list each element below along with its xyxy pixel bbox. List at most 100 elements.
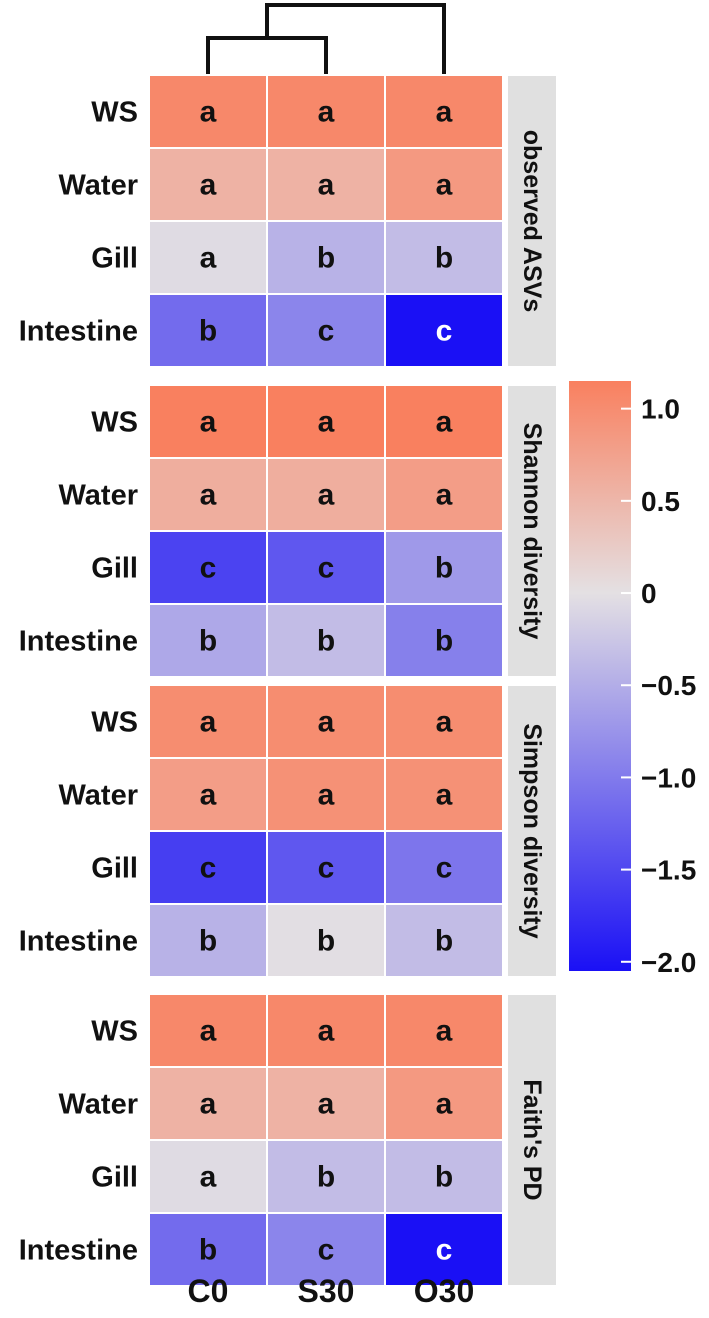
heatmap-cell bbox=[150, 459, 266, 530]
heatmap-cell bbox=[268, 222, 384, 293]
heatmap-cell bbox=[386, 532, 502, 603]
significance-letter: a bbox=[318, 1088, 335, 1121]
significance-letter: a bbox=[436, 1088, 453, 1121]
heatmap-cell bbox=[386, 76, 502, 147]
significance-letter: a bbox=[200, 242, 217, 275]
heatmap-cell bbox=[386, 222, 502, 293]
significance-letter: b bbox=[317, 625, 335, 658]
significance-letter: c bbox=[200, 852, 217, 885]
significance-letter: a bbox=[318, 779, 335, 812]
significance-letter: a bbox=[200, 1088, 217, 1121]
heatmap-cell bbox=[150, 1214, 266, 1285]
significance-letter: a bbox=[318, 96, 335, 129]
heatmap-cell bbox=[386, 386, 502, 457]
panel-3: WS Water Gill Intestine a a a a a a c c c b b b Simpson … bbox=[19, 686, 556, 976]
heatmap-cell bbox=[268, 832, 384, 903]
significance-letter: a bbox=[200, 706, 217, 739]
panel-strip bbox=[508, 386, 556, 676]
heatmap-cell bbox=[150, 1068, 266, 1139]
row-label: Gill bbox=[91, 1162, 138, 1194]
significance-letter: a bbox=[200, 169, 217, 202]
significance-letter: a bbox=[318, 706, 335, 739]
significance-letter: a bbox=[318, 1015, 335, 1048]
heatmap-cell bbox=[268, 605, 384, 676]
significance-letter: a bbox=[200, 96, 217, 129]
significance-letter: a bbox=[200, 779, 217, 812]
colorbar: 1.0 0.5 0 −0.5 −1.0 −1.5 −2.0 bbox=[569, 381, 696, 978]
heatmap-cell bbox=[268, 386, 384, 457]
dendrogram-branch bbox=[206, 36, 328, 74]
row-label: Gill bbox=[91, 243, 138, 275]
heatmap-cell bbox=[386, 759, 502, 830]
significance-letter: b bbox=[435, 242, 453, 275]
heatmap-cell bbox=[386, 1214, 502, 1285]
heatmap-cell bbox=[386, 149, 502, 220]
significance-letter: a bbox=[200, 406, 217, 439]
panel-title: Shannon diversity bbox=[518, 423, 546, 640]
significance-letter: b bbox=[317, 925, 335, 958]
significance-letter: c bbox=[318, 852, 335, 885]
significance-letter: a bbox=[200, 1015, 217, 1048]
significance-letter: a bbox=[436, 706, 453, 739]
panel-4: WS Water Gill Intestine a a a a a a a b b b c c Faith's … bbox=[19, 995, 556, 1285]
heatmap-cell bbox=[150, 76, 266, 147]
colorbar-tick-label: −2.0 bbox=[641, 947, 696, 978]
panel-strip bbox=[508, 686, 556, 976]
heatmap-cell bbox=[268, 759, 384, 830]
heatmap-cell bbox=[386, 605, 502, 676]
significance-letter: a bbox=[318, 479, 335, 512]
panel-1: WS Water Gill Intestine a a a a a a a b b b c c observed… bbox=[19, 76, 556, 366]
significance-letter: a bbox=[436, 169, 453, 202]
heatmap-cell bbox=[386, 1141, 502, 1212]
row-label: Water bbox=[59, 1089, 139, 1121]
significance-letter: c bbox=[318, 552, 335, 585]
significance-letter: c bbox=[318, 1234, 335, 1267]
heatmap-cell bbox=[150, 759, 266, 830]
row-label: Intestine bbox=[19, 926, 138, 958]
heatmap-cell bbox=[386, 905, 502, 976]
heatmap-cell bbox=[268, 459, 384, 530]
heatmap-cell bbox=[386, 832, 502, 903]
significance-letter: b bbox=[199, 1234, 217, 1267]
significance-letter: a bbox=[318, 169, 335, 202]
panel-strip bbox=[508, 995, 556, 1285]
panel-title: Simpson diversity bbox=[518, 723, 546, 938]
row-label: Water bbox=[59, 780, 139, 812]
row-label: Intestine bbox=[19, 626, 138, 658]
panel-title: observed ASVs bbox=[518, 130, 546, 312]
row-label: WS bbox=[91, 707, 138, 739]
heatmap-cell bbox=[386, 1068, 502, 1139]
colorbar-tick-label: 0 bbox=[641, 578, 657, 609]
heatmap-cell bbox=[268, 295, 384, 366]
row-label: WS bbox=[91, 407, 138, 439]
panel-2: WS Water Gill Intestine a a a a a a c c b b b b Shannon … bbox=[19, 386, 556, 676]
heatmap-cell bbox=[268, 686, 384, 757]
significance-letter: b bbox=[199, 315, 217, 348]
heatmap-cell bbox=[150, 532, 266, 603]
panel-strip bbox=[508, 76, 556, 366]
heatmap-cell bbox=[150, 605, 266, 676]
row-label: WS bbox=[91, 97, 138, 129]
heatmap-cell bbox=[268, 149, 384, 220]
colorbar-tick-label: −1.0 bbox=[641, 762, 696, 793]
colorbar-tick-label: 0.5 bbox=[641, 486, 680, 517]
heatmap-cell bbox=[268, 76, 384, 147]
significance-letter: c bbox=[436, 315, 453, 348]
colorbar-tick-label: −0.5 bbox=[641, 670, 696, 701]
row-label: Water bbox=[59, 170, 139, 202]
row-label: Gill bbox=[91, 853, 138, 885]
heatmap-cell bbox=[150, 995, 266, 1066]
column-labels: C0 S30 O30 bbox=[188, 1273, 475, 1309]
heatmap-cell bbox=[268, 905, 384, 976]
dendrogram-branch bbox=[265, 3, 446, 74]
significance-letter: a bbox=[318, 406, 335, 439]
column-dendrogram bbox=[206, 3, 446, 74]
heatmap-cell bbox=[268, 995, 384, 1066]
heatmap-cell bbox=[150, 1141, 266, 1212]
row-label: WS bbox=[91, 1016, 138, 1048]
significance-letter: a bbox=[436, 96, 453, 129]
significance-letter: a bbox=[436, 779, 453, 812]
heatmap-cell bbox=[150, 386, 266, 457]
heatmap-cell bbox=[150, 295, 266, 366]
panel-title: Faith's PD bbox=[518, 1079, 546, 1200]
